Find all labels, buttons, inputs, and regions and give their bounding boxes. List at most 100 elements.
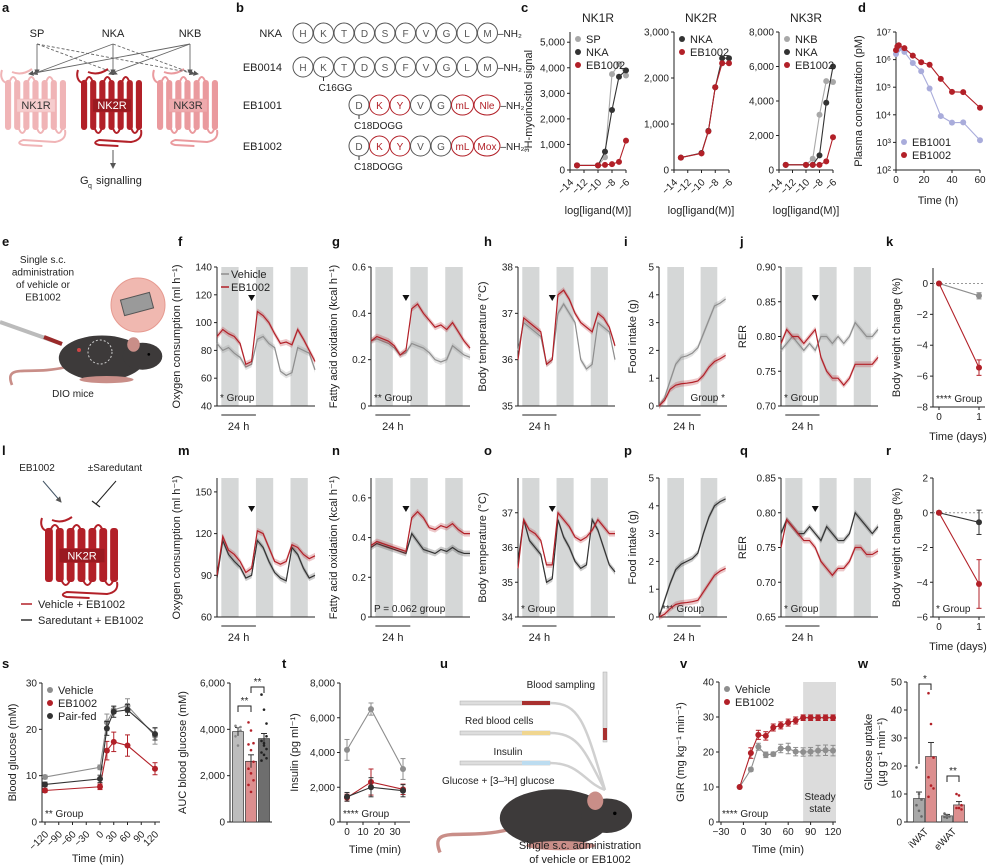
- y-tick-label: 2: [648, 557, 654, 568]
- data-point: [236, 744, 240, 747]
- receptor-label-box: [58, 548, 106, 563]
- mouse-body: [58, 335, 146, 381]
- injection-marker: [402, 295, 410, 301]
- data-point: [932, 787, 935, 790]
- significance-annotation: Group *: [691, 393, 726, 404]
- residue-label: Nle: [479, 101, 494, 112]
- peptide-name: NKA: [259, 28, 282, 40]
- y-tick-label: 0: [768, 166, 774, 177]
- data-point: [809, 161, 816, 168]
- panel-label: q: [740, 443, 748, 458]
- data-point: [915, 766, 918, 769]
- data-point: [901, 45, 908, 52]
- dark-period-shading: [445, 478, 463, 617]
- chart-panel: 0.70 0.75 0.80 0.85 0.90 RER 24 h * Group: [737, 263, 879, 433]
- mouse-label: DIO mice: [52, 389, 94, 400]
- x-tick-label: 0: [94, 829, 106, 841]
- y-tick-label: 10: [891, 790, 903, 801]
- panel-label: w: [857, 656, 869, 671]
- dark-period-shading: [290, 478, 308, 617]
- data-point: [252, 741, 255, 745]
- legend-swatch: [901, 139, 907, 145]
- sampling-syringe-icon: [602, 671, 608, 743]
- data-point: [807, 748, 814, 755]
- legend-label: Vehicle: [58, 685, 93, 697]
- mouse-ear: [127, 337, 140, 352]
- y-tick-label: 60: [201, 613, 213, 624]
- y-tick-label: −2: [917, 543, 929, 554]
- syringe-contents: [522, 761, 550, 765]
- residue-label: V: [423, 63, 430, 74]
- data-point: [800, 714, 807, 721]
- bar: [925, 756, 937, 823]
- residue-label: M: [483, 29, 491, 40]
- data-point: [830, 747, 836, 754]
- data-point: [976, 292, 982, 299]
- y-axis-label: Body temperature (°C): [477, 281, 489, 391]
- data-point: [770, 751, 777, 758]
- n-terminus-tail: [51, 516, 73, 523]
- x-tick-label: −30: [713, 827, 730, 838]
- data-point: [262, 741, 266, 745]
- data-point: [976, 519, 982, 526]
- infusion-tube: [549, 701, 607, 791]
- y-tick-label: 100: [195, 318, 212, 329]
- receptor-label-box: [16, 98, 56, 113]
- y-tick-label: 30: [26, 679, 38, 690]
- y-tick-label: 10²: [877, 166, 892, 177]
- data-point: [42, 774, 48, 781]
- data-point: [747, 750, 754, 757]
- signalling-label: signalling: [96, 175, 142, 187]
- residue-label: H: [299, 63, 306, 74]
- series-line: [780, 328, 879, 387]
- helix: [157, 80, 164, 130]
- chart-panel: 0 0.2 0.4 0.6 Fatty acid oxidation (kcal h⁻¹…: [328, 476, 470, 644]
- c-terminal-amide: –NH₂: [498, 29, 522, 40]
- y-axis-label: AUC blood glucose (mM): [177, 691, 189, 814]
- y-tick-label: 6,000: [749, 62, 774, 73]
- chart-title: NK1R: [582, 11, 614, 25]
- data-point: [927, 775, 930, 779]
- injection-marker: [811, 295, 819, 301]
- y-tick-label: 35: [502, 578, 514, 589]
- data-point: [265, 747, 268, 751]
- residue-label: K: [376, 101, 383, 112]
- x-axis-label: Time (days): [929, 431, 987, 443]
- c-terminal-amide: –NH₂: [501, 101, 525, 112]
- legend-label: EB1002: [735, 697, 774, 709]
- significance-annotation: * Group: [521, 604, 556, 615]
- data-point: [602, 148, 608, 155]
- y-tick-label: 2,000: [644, 74, 669, 85]
- chart-panel: 0 2,000 4,000 6,000 AUC blood glucose (mM) **…: [177, 677, 272, 829]
- legend-swatch: [784, 49, 790, 55]
- panel-label: a: [2, 0, 10, 15]
- dark-period-shading: [590, 478, 608, 617]
- significance-bracket: [237, 705, 252, 712]
- series-line: [346, 707, 404, 770]
- significance-annotation: **** Group: [343, 809, 390, 820]
- data-point: [976, 580, 982, 587]
- sem-ribbon: [217, 537, 315, 584]
- x-tick-label: −10: [688, 177, 708, 197]
- residue-label: H: [299, 29, 306, 40]
- data-point: [623, 67, 629, 74]
- implant-icon: [119, 291, 155, 317]
- mouse-feet: [79, 376, 134, 384]
- data-point: [782, 161, 789, 168]
- y-axis-label: Body weight change (%): [891, 278, 903, 397]
- series-line: [938, 283, 980, 368]
- y-tick-label: 4: [648, 501, 654, 512]
- data-point: [936, 509, 942, 516]
- receptor-nk2r: NK2R: [76, 68, 143, 147]
- y-tick-label: 8,000: [310, 679, 335, 690]
- experimental-mouse: [436, 789, 633, 854]
- residue-label: G: [443, 63, 451, 74]
- panel-label: n: [332, 443, 340, 458]
- sem-ribbon: [518, 287, 615, 368]
- data-point: [260, 693, 263, 696]
- x-tick-label: −10: [792, 177, 812, 197]
- y-tick-label: 3,000: [644, 28, 669, 39]
- data-point: [803, 161, 809, 168]
- data-point: [602, 161, 608, 168]
